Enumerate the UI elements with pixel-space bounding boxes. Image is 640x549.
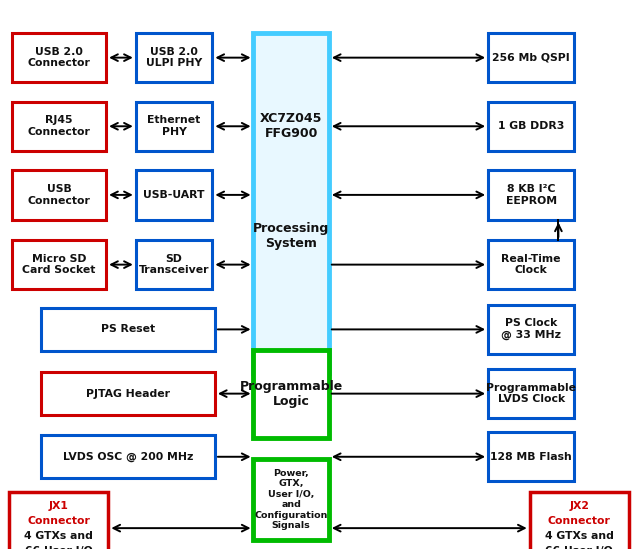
FancyBboxPatch shape [41,308,215,351]
FancyBboxPatch shape [253,33,329,373]
FancyBboxPatch shape [136,33,212,82]
FancyBboxPatch shape [12,102,106,151]
Text: USB 2.0
ULPI PHY: USB 2.0 ULPI PHY [146,47,202,69]
Text: 4 GTXs and: 4 GTXs and [24,531,93,541]
Text: 128 MB Flash: 128 MB Flash [490,452,572,462]
FancyBboxPatch shape [530,492,629,549]
FancyBboxPatch shape [488,369,575,418]
Text: Connector: Connector [548,516,611,525]
FancyBboxPatch shape [488,102,575,151]
Text: 66 User I/O: 66 User I/O [25,546,93,549]
Text: 66 User I/O: 66 User I/O [545,546,613,549]
Text: Ethernet
PHY: Ethernet PHY [147,115,201,137]
FancyBboxPatch shape [253,350,329,438]
Text: SD
Transceiver: SD Transceiver [139,254,209,276]
Text: Real-Time
Clock: Real-Time Clock [502,254,561,276]
Text: PS Clock
@ 33 MHz: PS Clock @ 33 MHz [501,318,561,340]
FancyBboxPatch shape [488,432,575,481]
FancyBboxPatch shape [488,240,575,289]
FancyBboxPatch shape [136,102,212,151]
FancyBboxPatch shape [488,33,575,82]
FancyBboxPatch shape [136,240,212,289]
Text: 4 GTXs and: 4 GTXs and [545,531,614,541]
FancyBboxPatch shape [41,372,215,415]
FancyBboxPatch shape [9,492,108,549]
Text: 1 GB DDR3: 1 GB DDR3 [498,121,564,131]
Text: USB
Connector: USB Connector [28,184,90,206]
FancyBboxPatch shape [488,305,575,354]
FancyBboxPatch shape [41,435,215,478]
Text: JX1: JX1 [49,501,69,511]
Text: PJTAG Header: PJTAG Header [86,389,170,399]
FancyBboxPatch shape [488,170,575,220]
Text: Processing
System: Processing System [253,222,330,250]
Text: RJ45
Connector: RJ45 Connector [28,115,90,137]
Text: Programmable
LVDS Clock: Programmable LVDS Clock [486,383,576,405]
Text: Programmable
Logic: Programmable Logic [239,379,343,408]
FancyBboxPatch shape [136,170,212,220]
FancyBboxPatch shape [253,459,329,540]
Text: USB-UART: USB-UART [143,190,205,200]
Text: PS Reset: PS Reset [101,324,155,334]
Text: 256 Mb QSPI: 256 Mb QSPI [492,53,570,63]
FancyBboxPatch shape [12,33,106,82]
Text: Connector: Connector [28,516,90,525]
Text: Power,
GTX,
User I/O,
and
Configuration
Signals: Power, GTX, User I/O, and Configuration … [255,469,328,530]
Text: JX2: JX2 [569,501,589,511]
Text: LVDS OSC @ 200 MHz: LVDS OSC @ 200 MHz [63,452,193,462]
FancyBboxPatch shape [12,170,106,220]
Text: Micro SD
Card Socket: Micro SD Card Socket [22,254,95,276]
Text: 8 KB I²C
EEPROM: 8 KB I²C EEPROM [506,184,557,206]
FancyBboxPatch shape [12,240,106,289]
Text: USB 2.0
Connector: USB 2.0 Connector [28,47,90,69]
Text: XC7Z045
FFG900: XC7Z045 FFG900 [260,112,323,141]
